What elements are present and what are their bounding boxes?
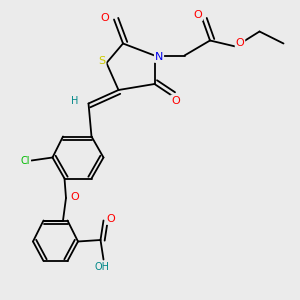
Text: O: O [100,13,109,23]
Text: O: O [194,10,202,20]
Text: OH: OH [94,262,110,272]
Text: N: N [155,52,163,62]
Text: O: O [106,214,116,224]
Text: Cl: Cl [21,155,30,166]
Text: H: H [71,95,79,106]
Text: O: O [236,38,244,49]
Text: O: O [171,95,180,106]
Text: O: O [70,191,80,202]
Text: S: S [98,56,106,67]
